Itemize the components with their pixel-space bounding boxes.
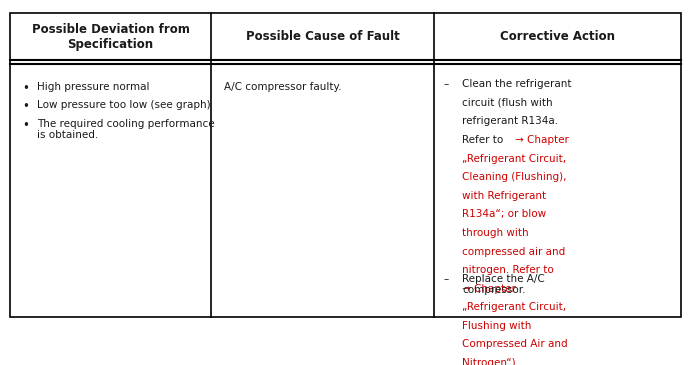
Text: Compressed Air and: Compressed Air and xyxy=(462,339,568,349)
Text: Flushing with: Flushing with xyxy=(462,321,532,331)
Text: Replace the A/C
compressor.: Replace the A/C compressor. xyxy=(462,274,545,295)
Text: •: • xyxy=(22,100,29,113)
Text: •: • xyxy=(22,119,29,132)
Text: nitrogen. Refer to: nitrogen. Refer to xyxy=(462,265,554,275)
Text: → Chapter: → Chapter xyxy=(515,135,569,145)
Text: Cleaning (Flushing),: Cleaning (Flushing), xyxy=(462,172,567,182)
Text: circuit (flush with: circuit (flush with xyxy=(462,98,553,108)
Text: → Chapter: → Chapter xyxy=(462,284,516,294)
Text: •: • xyxy=(22,81,29,95)
Text: compressed air and: compressed air and xyxy=(462,246,566,257)
Text: „Refrigerant Circuit,: „Refrigerant Circuit, xyxy=(462,302,567,312)
Text: High pressure normal: High pressure normal xyxy=(37,81,150,92)
Text: The required cooling performance
is obtained.: The required cooling performance is obta… xyxy=(37,119,215,140)
Text: Possible Deviation from
Specification: Possible Deviation from Specification xyxy=(32,23,189,51)
Text: Clean the refrigerant: Clean the refrigerant xyxy=(462,79,572,89)
Text: refrigerant R134a.: refrigerant R134a. xyxy=(462,116,558,126)
Text: Possible Cause of Fault: Possible Cause of Fault xyxy=(245,30,399,43)
Text: –: – xyxy=(443,274,448,284)
Text: with Refrigerant: with Refrigerant xyxy=(462,191,547,201)
Text: through with: through with xyxy=(462,228,529,238)
Text: R134a“; or blow: R134a“; or blow xyxy=(462,210,547,219)
Text: Corrective Action: Corrective Action xyxy=(500,30,615,43)
Text: –: – xyxy=(443,79,448,89)
Text: Refer to: Refer to xyxy=(462,135,507,145)
Text: Nitrogen“).: Nitrogen“). xyxy=(462,358,520,365)
Text: A/C compressor faulty.: A/C compressor faulty. xyxy=(224,81,341,92)
Text: Low pressure too low (see graph): Low pressure too low (see graph) xyxy=(37,100,211,110)
Text: „Refrigerant Circuit,: „Refrigerant Circuit, xyxy=(462,154,567,164)
